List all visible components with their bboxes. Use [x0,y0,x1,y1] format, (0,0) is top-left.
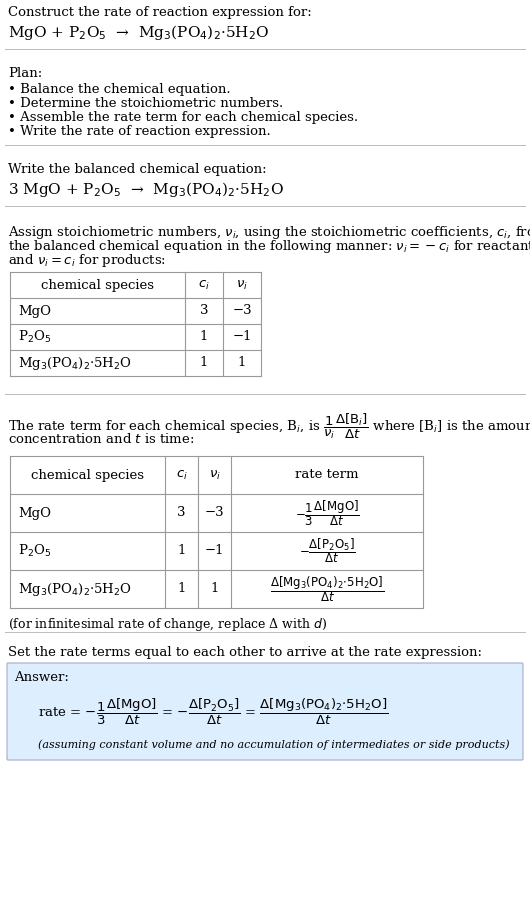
Text: 1: 1 [200,331,208,343]
Text: $-\dfrac{1}{3}\dfrac{\Delta[\mathrm{MgO}]}{\Delta t}$: $-\dfrac{1}{3}\dfrac{\Delta[\mathrm{MgO}… [295,498,359,528]
Text: MgO + P$_2$O$_5$  →  Mg$_3$(PO$_4$)$_2$·5H$_2$O: MgO + P$_2$O$_5$ → Mg$_3$(PO$_4$)$_2$·5H… [8,23,269,42]
Text: Set the rate terms equal to each other to arrive at the rate expression:: Set the rate terms equal to each other t… [8,646,482,659]
Text: $\nu_i$: $\nu_i$ [236,279,248,291]
Text: concentration and $t$ is time:: concentration and $t$ is time: [8,432,195,446]
Text: −3: −3 [205,507,224,519]
Text: −1: −1 [232,331,252,343]
Text: P$_2$O$_5$: P$_2$O$_5$ [18,329,51,345]
Text: Answer:: Answer: [14,671,69,684]
Text: 3 MgO + P$_2$O$_5$  →  Mg$_3$(PO$_4$)$_2$·5H$_2$O: 3 MgO + P$_2$O$_5$ → Mg$_3$(PO$_4$)$_2$·… [8,180,284,199]
Text: • Write the rate of reaction expression.: • Write the rate of reaction expression. [8,125,271,138]
Text: • Balance the chemical equation.: • Balance the chemical equation. [8,83,231,96]
Text: $\nu_i$: $\nu_i$ [208,469,220,481]
Text: • Determine the stoichiometric numbers.: • Determine the stoichiometric numbers. [8,97,283,110]
Text: rate term: rate term [295,469,359,481]
Text: 3: 3 [177,507,186,519]
Text: MgO: MgO [18,507,51,519]
Text: Construct the rate of reaction expression for:: Construct the rate of reaction expressio… [8,6,312,19]
Text: (for infinitesimal rate of change, replace Δ with $d$): (for infinitesimal rate of change, repla… [8,616,328,633]
Text: MgO: MgO [18,304,51,318]
Text: • Assemble the rate term for each chemical species.: • Assemble the rate term for each chemic… [8,111,358,124]
Text: and $\nu_i = c_i$ for products:: and $\nu_i = c_i$ for products: [8,252,166,269]
Text: the balanced chemical equation in the following manner: $\nu_i = -c_i$ for react: the balanced chemical equation in the fo… [8,238,530,255]
Text: −1: −1 [205,545,224,558]
Text: 1: 1 [200,357,208,370]
Text: 1: 1 [210,583,219,596]
Text: Mg$_3$(PO$_4$)$_2$·5H$_2$O: Mg$_3$(PO$_4$)$_2$·5H$_2$O [18,580,132,597]
Text: $\dfrac{\Delta[\mathrm{Mg_3(PO_4)_2{\cdot}5H_2O}]}{\Delta t}$: $\dfrac{\Delta[\mathrm{Mg_3(PO_4)_2{\cdo… [270,574,384,604]
Text: The rate term for each chemical species, B$_i$, is $\dfrac{1}{\nu_i}\dfrac{\Delt: The rate term for each chemical species,… [8,412,530,441]
Text: 1: 1 [238,357,246,370]
Text: $c_i$: $c_i$ [198,279,210,291]
Text: P$_2$O$_5$: P$_2$O$_5$ [18,543,51,559]
FancyBboxPatch shape [7,663,523,760]
Text: (assuming constant volume and no accumulation of intermediates or side products): (assuming constant volume and no accumul… [38,739,510,750]
Text: 1: 1 [178,545,186,558]
Text: rate = $-\dfrac{1}{3}\dfrac{\Delta[\mathrm{MgO}]}{\Delta t}$ = $-\dfrac{\Delta[\: rate = $-\dfrac{1}{3}\dfrac{\Delta[\math… [38,697,388,727]
Text: Plan:: Plan: [8,67,42,80]
Text: −3: −3 [232,304,252,318]
Text: 3: 3 [200,304,208,318]
Text: Assign stoichiometric numbers, $\nu_i$, using the stoichiometric coefficients, $: Assign stoichiometric numbers, $\nu_i$, … [8,224,530,241]
Text: Mg$_3$(PO$_4$)$_2$·5H$_2$O: Mg$_3$(PO$_4$)$_2$·5H$_2$O [18,354,132,371]
Text: 1: 1 [178,583,186,596]
Text: chemical species: chemical species [41,279,154,291]
Text: Write the balanced chemical equation:: Write the balanced chemical equation: [8,163,267,176]
Text: $-\dfrac{\Delta[\mathrm{P_2O_5}]}{\Delta t}$: $-\dfrac{\Delta[\mathrm{P_2O_5}]}{\Delta… [298,537,356,566]
Text: chemical species: chemical species [31,469,144,481]
Text: $c_i$: $c_i$ [175,469,188,481]
